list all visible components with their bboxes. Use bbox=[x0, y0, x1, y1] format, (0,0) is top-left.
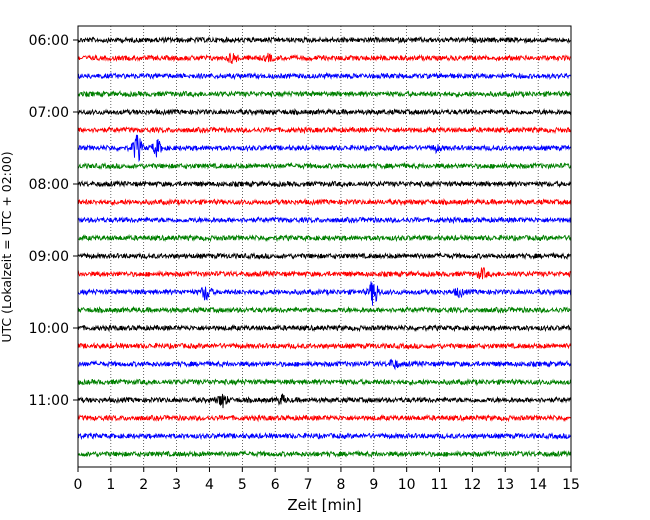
trace-10 bbox=[77, 215, 572, 225]
trace-19 bbox=[77, 378, 572, 387]
x-tick-label-2: 2 bbox=[139, 477, 148, 493]
trace-4 bbox=[77, 107, 572, 117]
y-tick-label-1: 07:00 bbox=[29, 105, 69, 121]
y-tick-label-5: 11:00 bbox=[29, 393, 69, 409]
plot-frame bbox=[77, 25, 572, 468]
x-tick-label-13: 13 bbox=[496, 477, 514, 493]
trace-13 bbox=[77, 267, 572, 280]
trace-9 bbox=[77, 197, 572, 207]
y-axis-label: UTC (Lokalzeit = UTC + 02:00) bbox=[0, 151, 14, 342]
x-tick-label-1: 1 bbox=[106, 477, 115, 493]
trace-11 bbox=[77, 233, 572, 243]
y-tick-label-0: 06:00 bbox=[29, 33, 69, 49]
trace-15 bbox=[77, 305, 572, 314]
trace-5 bbox=[77, 125, 572, 135]
x-tick-label-7: 7 bbox=[304, 477, 313, 493]
x-tick-label-8: 8 bbox=[336, 477, 345, 493]
trace-22 bbox=[77, 431, 572, 441]
trace-2 bbox=[77, 71, 572, 81]
trace-8 bbox=[77, 179, 572, 188]
x-tick-label-10: 10 bbox=[398, 477, 416, 493]
trace-14 bbox=[77, 281, 572, 306]
trace-21 bbox=[77, 413, 572, 423]
x-tick-label-6: 6 bbox=[271, 477, 280, 493]
x-tick-label-14: 14 bbox=[529, 477, 547, 493]
trace-7 bbox=[77, 161, 572, 170]
trace-20 bbox=[77, 393, 572, 409]
trace-1 bbox=[77, 52, 572, 65]
trace-16 bbox=[77, 323, 572, 333]
x-tick-label-11: 11 bbox=[431, 477, 449, 493]
trace-18 bbox=[77, 358, 572, 371]
trace-3 bbox=[77, 90, 572, 99]
seismic-traces bbox=[77, 35, 572, 458]
trace-0 bbox=[77, 35, 572, 45]
x-tick-label-0: 0 bbox=[74, 477, 83, 493]
y-tick-label-4: 10:00 bbox=[29, 321, 69, 337]
x-tick-label-15: 15 bbox=[562, 477, 580, 493]
trace-12 bbox=[77, 251, 572, 260]
x-tick-label-4: 4 bbox=[205, 477, 214, 493]
x-tick-label-12: 12 bbox=[463, 477, 481, 493]
y-tick-label-2: 08:00 bbox=[29, 177, 69, 193]
x-tick-label-5: 5 bbox=[238, 477, 247, 493]
x-axis-ticks: 0 1 2 3 4 5 6 7 8 9 10 11 12 13 14 15 bbox=[74, 467, 580, 493]
trace-6 bbox=[77, 134, 572, 163]
x-axis-label: Zeit [min] bbox=[287, 496, 361, 514]
trace-17 bbox=[77, 341, 572, 350]
x-tick-label-3: 3 bbox=[172, 477, 181, 493]
y-tick-label-3: 09:00 bbox=[29, 249, 69, 265]
x-tick-label-9: 9 bbox=[369, 477, 378, 493]
trace-23 bbox=[77, 449, 572, 458]
y-axis-ticks: 06:00 07:00 08:00 09:00 10:00 11:00 bbox=[29, 33, 78, 409]
